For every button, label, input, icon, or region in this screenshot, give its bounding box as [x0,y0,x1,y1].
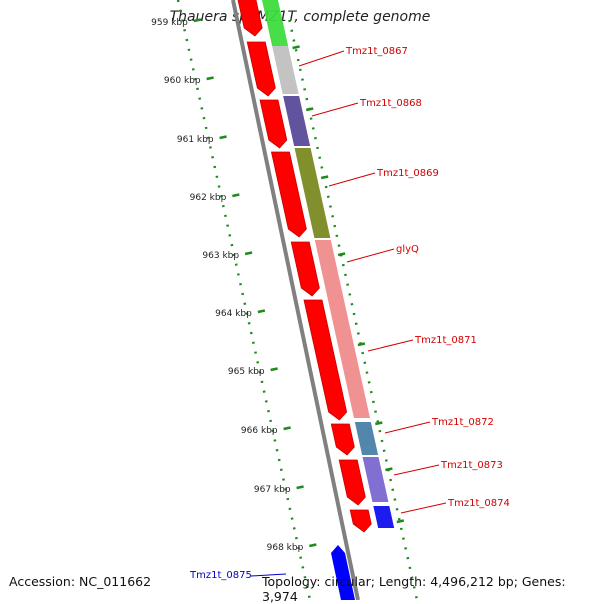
ruler-tick-label: 967 kbp [254,485,291,495]
ruler-tick [283,426,291,431]
gene-leader-line [367,339,414,352]
ruler-tick-label: 959 kbp [151,18,188,28]
ruler-tick [257,309,266,314]
cog-block [314,240,370,418]
ruler-tick [244,251,253,256]
forward-gene-arrow [237,0,263,37]
outer-tick [337,252,346,257]
gene-label-Tmz1t_0874: Tmz1t_0874 [447,498,510,509]
forward-gene-arrow [290,241,320,297]
ruler-tick [206,76,214,81]
ruler-tick-label: 962 kbp [190,193,227,203]
outer-tick [305,107,314,112]
ruler-tick-label: 963 kbp [202,251,239,261]
forward-gene-arrow [330,423,355,456]
gene-label-Tmz1t_0867: Tmz1t_0867 [345,46,408,57]
cog-block [362,457,389,502]
gene-label-Tmz1t_0872: Tmz1t_0872 [431,417,494,428]
cog-block [272,46,299,94]
feature-tracks [231,0,395,600]
gene-leader-line [346,248,395,263]
gene-label-Tmz1t_0868: Tmz1t_0868 [359,98,422,109]
gene-label-Tmz1t_0873: Tmz1t_0873 [440,460,503,471]
ruler-tick [193,18,202,23]
position-ruler: 959 kbp 960 kbp 961 kbp 962 kbp 963 kbp 964 k… [151,0,419,600]
gene-leader-line [384,421,431,434]
gene-label-glyQ: glyQ [396,244,419,255]
ruler-tick-label: 964 kbp [215,309,252,319]
gene-labels: Tmz1t_0867 Tmz1t_0868 Tmz1t_0869 glyQ Tmz1t_… [189,46,510,581]
gene-leader-line [250,573,287,577]
gene-leader-line [400,502,447,514]
ruler-tick-label: 961 kbp [177,135,214,145]
gene-label-Tmz1t_0869: Tmz1t_0869 [376,168,439,179]
forward-gene-arrow [349,509,372,533]
gene-leader-line [298,50,345,67]
gene-leader-line [328,172,376,187]
forward-gene-arrow [338,459,366,506]
ruler-tick-label: 965 kbp [228,367,265,377]
reverse-gene-arrow-2 [343,596,352,600]
outer-tick [320,175,329,180]
outer-tick [357,342,366,347]
reverse-gene-arrow [331,545,355,600]
cog-block [261,0,289,46]
accession-text: Accession: NC_011662 [9,574,152,589]
outer-tick [292,45,300,50]
ruler-tick [232,193,240,198]
gene-label-Tmz1t_0875: Tmz1t_0875 [189,570,252,581]
outer-tick [385,467,393,472]
forward-gene-arrow [270,151,307,238]
ruler-tick-label: 966 kbp [241,426,278,436]
forward-gene-arrow [303,299,348,421]
cog-block [283,96,311,146]
ruler-tick-label: 960 kbp [164,76,201,86]
forward-gene-arrow [259,99,288,149]
gene-leader-line [311,102,359,117]
ruler-tick [309,543,317,548]
cog-block [294,148,331,238]
cog-block [354,422,379,455]
gene-leader-line [393,464,440,476]
gene-label-Tmz1t_0871: Tmz1t_0871 [414,335,477,346]
outer-tick [396,519,405,524]
ruler-tick-label: 968 kbp [267,543,304,553]
ruler-tick [296,485,304,490]
ruler-tick [270,367,278,372]
backbone-line [231,0,360,600]
ruler-tick [219,135,227,140]
forward-gene-arrow [246,41,276,97]
ruler-line [176,0,312,600]
outer-tick [375,421,383,426]
cog-block [373,506,395,528]
